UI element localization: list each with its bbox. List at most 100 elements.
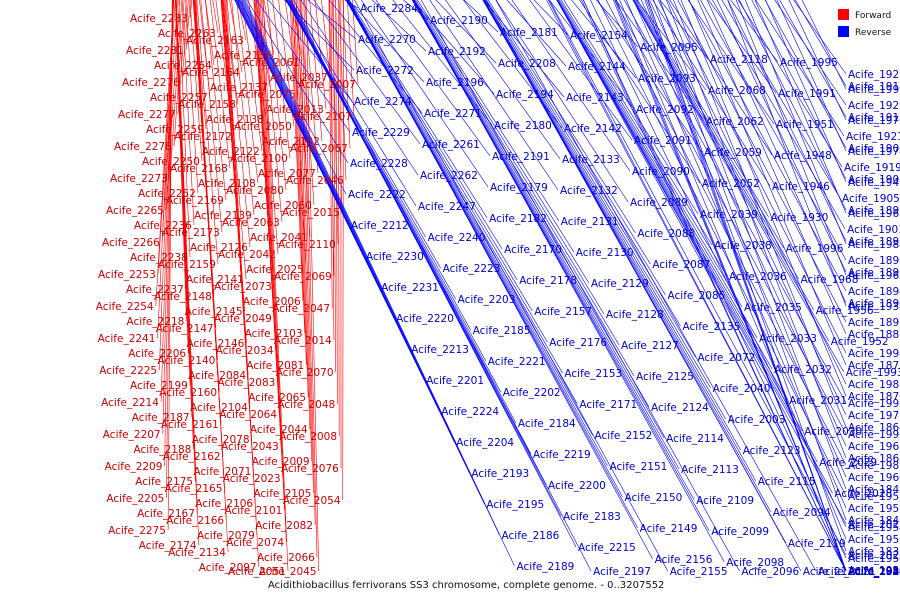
reverse-gene-label: Acife_2068 [708, 85, 766, 97]
reverse-gene-label: Acife_2215 [578, 542, 636, 554]
reverse-connector [495, 0, 629, 203]
reverse-connector [484, 0, 666, 296]
map-caption: Acidithiobacillus ferrivorans SS3 chromo… [268, 580, 664, 591]
reverse-connector [482, 0, 726, 420]
forward-connector [256, 0, 280, 415]
reverse-gene-label: Acife_1891 [848, 267, 900, 279]
reverse-gene-label: Acife_2231 [381, 282, 439, 294]
reverse-gene-label: Acife_1892 [848, 317, 900, 329]
forward-connector [305, 0, 319, 572]
reverse-gene-label: Acife_2183 [563, 511, 621, 523]
forward-gene-label: Acife_2237 [126, 284, 184, 296]
reverse-connector [549, 0, 847, 556]
reverse-gene-label: Acife_1918 [848, 81, 900, 93]
reverse-gene-label: Acife_2093 [638, 73, 696, 85]
reverse-connector [347, 0, 623, 498]
reverse-connector [727, 0, 847, 242]
reverse-connector [411, 0, 665, 439]
reverse-gene-label: Acife_2149 [640, 523, 698, 535]
forward-gene-label: Acife_2139 [194, 210, 252, 222]
reverse-connector [659, 0, 847, 490]
forward-gene-label: Acife_2044 [250, 424, 308, 436]
reverse-gene-label: Acife_1928 [848, 566, 900, 578]
forward-connector [299, 0, 314, 494]
forward-gene-label: Acife_2277 [118, 109, 176, 121]
reverse-gene-label: Acife_1960 [848, 472, 900, 484]
forward-gene-label: Acife_2147 [156, 323, 214, 335]
reverse-gene-label: Acife_1923 [848, 100, 900, 112]
reverse-gene-label: Acife_2123 [743, 445, 801, 457]
forward-gene-label: Acife_2014 [274, 335, 332, 347]
reverse-gene-label: Acife_1968 [801, 274, 859, 286]
reverse-connector [688, 0, 847, 292]
reverse-gene-label: Acife_2125 [636, 371, 694, 383]
reverse-gene-label: Acife_1938 [848, 301, 900, 313]
reverse-gene-label: Acife_2201 [426, 375, 484, 387]
forward-gene-label: Acife_2276 [122, 77, 180, 89]
reverse-gene-label: Acife_2247 [418, 201, 476, 213]
reverse-gene-label: Acife_2118 [710, 54, 768, 66]
reverse-connector [557, 0, 833, 494]
forward-connector [337, 0, 340, 437]
reverse-connector [688, 0, 847, 366]
forward-gene-label: Acife_2043 [221, 441, 279, 453]
reverse-connector [548, 0, 847, 572]
forward-gene-label: Acife_2069 [274, 271, 332, 283]
forward-connector [330, 0, 335, 341]
forward-gene-label: Acife_2175 [135, 476, 193, 488]
forward-gene-label: Acife_2063 [222, 217, 280, 229]
reverse-gene-label: Acife_2128 [606, 309, 664, 321]
reverse-gene-label: Acife_2156 [655, 554, 713, 566]
forward-gene-label: Acife_2015 [282, 207, 340, 219]
forward-gene-label: Acife_2163 [186, 35, 244, 47]
forward-gene-label: Acife_2047 [272, 303, 330, 315]
reverse-connector [293, 0, 592, 572]
reverse-gene-label: Acife_2029 [819, 457, 877, 469]
forward-connector [160, 0, 174, 403]
forward-connector [221, 0, 239, 105]
reverse-gene-label: Acife_1953 [848, 565, 900, 577]
forward-gene-label: Acife_2266 [102, 237, 160, 249]
reverse-connector [289, 0, 562, 517]
forward-gene-label: Acife_2164 [182, 67, 240, 79]
reverse-gene-label: Acife_2192 [428, 46, 486, 58]
forward-gene-label: Acife_2205 [106, 493, 164, 505]
reverse-connector [735, 0, 847, 276]
forward-connector [167, 0, 173, 531]
forward-connector [272, 0, 291, 159]
forward-gene-label: Acife_2034 [216, 345, 274, 357]
forward-connector [224, 0, 258, 536]
reverse-gene-label: Acife_2204 [456, 437, 514, 449]
forward-connector [205, 0, 215, 66]
reverse-connector [414, 0, 725, 563]
reverse-connector [415, 0, 575, 253]
reverse-gene-label: Acife_2184 [518, 418, 576, 430]
reverse-connector [240, 0, 455, 443]
reverse-connector [242, 0, 485, 505]
reverse-connector [495, 0, 817, 572]
reverse-gene-label: Acife_2016 [848, 566, 900, 578]
reverse-gene-label: Acife_1986 [848, 566, 900, 578]
forward-gene-label: Acife_2077 [258, 168, 316, 180]
forward-gene-label: Acife_2110 [278, 239, 336, 251]
forward-connector [195, 0, 229, 553]
forward-gene-label: Acife_2236 [134, 220, 192, 232]
forward-gene-label: Acife_2187 [132, 412, 190, 424]
forward-gene-label: Acife_2060 [254, 200, 312, 212]
reverse-gene-label: Acife_2176 [549, 337, 607, 349]
reverse-connector [721, 0, 841, 199]
forward-connector [262, 0, 289, 572]
reverse-connector [680, 0, 847, 397]
reverse-connector [647, 0, 847, 572]
reverse-connector [579, 0, 701, 184]
reverse-connector [345, 0, 563, 374]
legend-forward-label: Forward [855, 11, 891, 21]
forward-gene-label: Acife_2006 [243, 296, 301, 308]
forward-gene-label: Acife_2008 [279, 431, 337, 443]
reverse-gene-label: Acife_2230 [366, 251, 424, 263]
forward-connector [340, 0, 342, 469]
reverse-gene-label: Acife_1990 [848, 429, 900, 441]
reverse-connector [392, 0, 493, 126]
forward-connector [236, 0, 259, 184]
reverse-gene-label: Acife_2119 [788, 538, 846, 550]
